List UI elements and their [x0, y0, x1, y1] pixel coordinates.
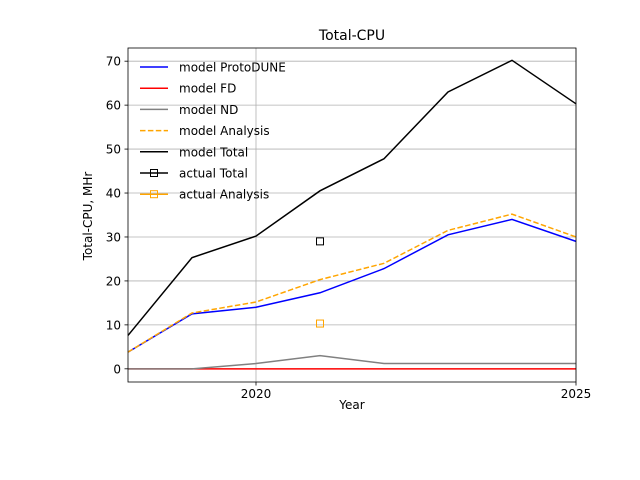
legend-label-model-protodune: model ProtoDUNE [179, 61, 286, 75]
legend: model ProtoDUNE model FD model ND model Ana… [140, 61, 286, 202]
x-axis-label: Year [338, 398, 364, 412]
legend-label-actual-analysis: actual Analysis [179, 188, 269, 202]
chart-title: Total-CPU [318, 28, 385, 44]
plot-area: 0 10 20 30 40 50 60 70 2020 2025 [106, 47, 592, 401]
legend-marker-actual-analysis [150, 190, 158, 199]
y-axis-label: Total-CPU, MHr [81, 172, 95, 262]
y-tick-label: 50 [106, 143, 121, 157]
marker-actual-total [316, 237, 324, 246]
legend-label-model-fd: model FD [179, 82, 236, 96]
y-tick-label: 10 [106, 318, 121, 332]
y-tick-label: 30 [106, 230, 121, 244]
series-line-model-nd [128, 354, 576, 370]
y-tick-label: 60 [106, 99, 121, 113]
x-tick-label: 2025 [561, 387, 592, 401]
series-line-model-analysis [127, 213, 577, 353]
legend-label-model-nd: model ND [179, 103, 238, 117]
axes-frame [127, 47, 577, 383]
legend-label-model-analysis: model Analysis [179, 124, 270, 138]
legend-label-actual-total: actual Total [179, 167, 248, 181]
legend-marker-actual-total [150, 169, 158, 177]
y-tick-label: 40 [106, 187, 121, 201]
marker-actual-analysis [316, 319, 324, 328]
y-tick-label: 70 [106, 55, 121, 69]
x-tick-label: 2020 [241, 387, 272, 401]
y-tick-label: 20 [106, 274, 121, 288]
legend-label-model-total: model Total [179, 145, 248, 159]
series-line-model-total [127, 59, 577, 336]
y-tick-label: 0 [113, 362, 121, 376]
series-line-model-protodune [127, 218, 577, 353]
